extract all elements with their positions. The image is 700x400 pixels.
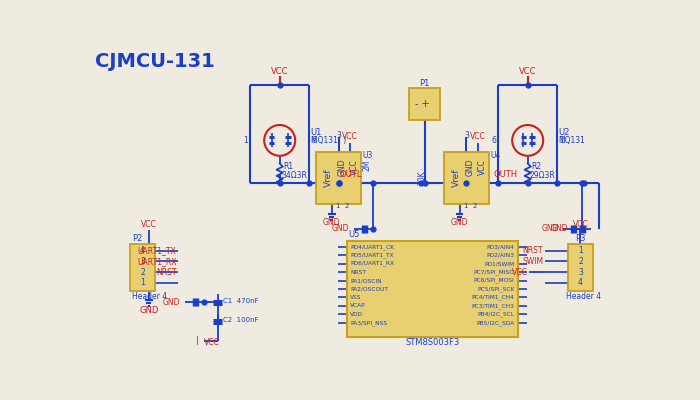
- Text: NRST: NRST: [523, 246, 543, 255]
- Text: VSS: VSS: [350, 295, 362, 300]
- Text: U2: U2: [559, 128, 570, 137]
- Text: PD2/AIN3: PD2/AIN3: [486, 253, 514, 258]
- Text: PC6/SPI_MOSI: PC6/SPI_MOSI: [474, 278, 514, 283]
- Text: VCC: VCC: [573, 220, 588, 229]
- Text: PA3/SPI_NSS: PA3/SPI_NSS: [350, 320, 387, 326]
- Text: 1: 1: [140, 278, 145, 287]
- Text: P3: P3: [575, 234, 586, 243]
- Text: Vref: Vref: [452, 169, 461, 187]
- Text: PD6/UART1_RX: PD6/UART1_RX: [350, 261, 394, 266]
- FancyBboxPatch shape: [568, 244, 593, 290]
- Text: R2: R2: [531, 162, 541, 171]
- Text: GND: GND: [550, 224, 568, 234]
- Text: PC5/SPI_SCK: PC5/SPI_SCK: [477, 286, 514, 292]
- Text: P2: P2: [132, 234, 142, 243]
- Text: GND: GND: [541, 224, 559, 234]
- Text: VCC: VCC: [512, 268, 528, 276]
- Text: U4: U4: [491, 151, 501, 160]
- Text: OUTL: OUTL: [340, 170, 362, 179]
- Text: GND: GND: [338, 159, 346, 176]
- Text: Header 4: Header 4: [132, 292, 167, 301]
- Text: 1: 1: [335, 203, 340, 209]
- FancyBboxPatch shape: [316, 152, 361, 204]
- Text: 2: 2: [473, 203, 477, 209]
- Text: PD5/UART1_TX: PD5/UART1_TX: [350, 252, 393, 258]
- Text: 3: 3: [336, 130, 341, 140]
- FancyBboxPatch shape: [347, 240, 517, 337]
- Text: PB5/I2C_SDA: PB5/I2C_SDA: [477, 320, 514, 326]
- Text: PB4/I2C_SCL: PB4/I2C_SCL: [477, 312, 514, 317]
- Text: PC7/SPI_MISO: PC7/SPI_MISO: [474, 269, 514, 275]
- Text: UART1_TX: UART1_TX: [138, 246, 176, 255]
- Text: STM8S003F3: STM8S003F3: [405, 338, 459, 348]
- Text: PD1/SWIM: PD1/SWIM: [484, 261, 514, 266]
- Text: 6: 6: [312, 136, 316, 145]
- Text: VCAP: VCAP: [350, 304, 366, 308]
- Text: OUTH: OUTH: [494, 170, 518, 179]
- Text: GND: GND: [332, 224, 349, 234]
- Text: UART1_RX: UART1_RX: [137, 257, 176, 266]
- Text: 4: 4: [578, 278, 583, 287]
- Text: GND: GND: [163, 298, 181, 306]
- Text: GND: GND: [451, 218, 468, 227]
- Text: 3: 3: [464, 130, 469, 140]
- Text: PC3/TIM1_CH3: PC3/TIM1_CH3: [472, 303, 514, 309]
- Text: SWIM: SWIM: [522, 257, 543, 266]
- Text: Header 4: Header 4: [566, 292, 601, 301]
- Text: NRST: NRST: [350, 270, 366, 274]
- Text: Vref: Vref: [324, 169, 333, 187]
- Text: PC4/TIM1_CH4: PC4/TIM1_CH4: [472, 295, 514, 300]
- Text: VCC: VCC: [342, 132, 358, 141]
- Text: NRST: NRST: [156, 268, 176, 276]
- Text: 4: 4: [140, 246, 145, 255]
- Text: CJMCU-131: CJMCU-131: [95, 52, 215, 71]
- FancyBboxPatch shape: [130, 244, 155, 290]
- Text: VCC: VCC: [204, 338, 220, 348]
- Text: VDD: VDD: [350, 312, 363, 317]
- Text: VCC: VCC: [141, 220, 157, 229]
- Text: VCC: VCC: [519, 67, 536, 76]
- Text: 2: 2: [578, 257, 583, 266]
- Text: 34Ω3R: 34Ω3R: [281, 171, 307, 180]
- Text: VCC: VCC: [470, 132, 486, 141]
- Text: 2: 2: [140, 268, 145, 276]
- Text: MQ131: MQ131: [559, 136, 586, 145]
- Text: |: |: [196, 336, 199, 345]
- Text: U5: U5: [349, 230, 360, 239]
- Text: 1: 1: [463, 203, 468, 209]
- Text: 1: 1: [243, 136, 248, 145]
- Text: 3: 3: [578, 268, 583, 276]
- Text: 20K: 20K: [418, 171, 427, 186]
- Text: 3: 3: [140, 257, 145, 266]
- Text: C1  470nF: C1 470nF: [223, 298, 259, 304]
- Text: 29Ω3R: 29Ω3R: [529, 171, 555, 180]
- Text: 1: 1: [578, 246, 583, 255]
- Text: C2  100nF: C2 100nF: [223, 317, 259, 323]
- Text: GND: GND: [466, 159, 475, 176]
- Text: 2: 2: [345, 203, 349, 209]
- Text: U1: U1: [311, 128, 322, 137]
- Text: VCC: VCC: [350, 160, 359, 175]
- Text: 1: 1: [559, 136, 564, 145]
- Text: PD3/AIN4: PD3/AIN4: [486, 244, 514, 249]
- Text: PD4/UART1_CK: PD4/UART1_CK: [350, 244, 394, 250]
- Text: PA1/OSCIN: PA1/OSCIN: [350, 278, 382, 283]
- FancyBboxPatch shape: [409, 88, 440, 120]
- Text: - +: - +: [415, 99, 430, 109]
- Text: P1: P1: [419, 79, 430, 88]
- Text: GND: GND: [139, 306, 158, 315]
- Text: VCC: VCC: [271, 67, 288, 76]
- Text: R1: R1: [283, 162, 293, 171]
- Text: 2M: 2M: [363, 160, 372, 172]
- Text: VCC: VCC: [478, 160, 487, 175]
- FancyBboxPatch shape: [444, 152, 489, 204]
- Text: U3: U3: [363, 151, 373, 160]
- Text: 6: 6: [491, 136, 496, 145]
- Text: PA2/OSCOUT: PA2/OSCOUT: [350, 286, 388, 292]
- Text: MQ131( ): MQ131( ): [311, 136, 346, 145]
- Text: GND: GND: [323, 218, 340, 227]
